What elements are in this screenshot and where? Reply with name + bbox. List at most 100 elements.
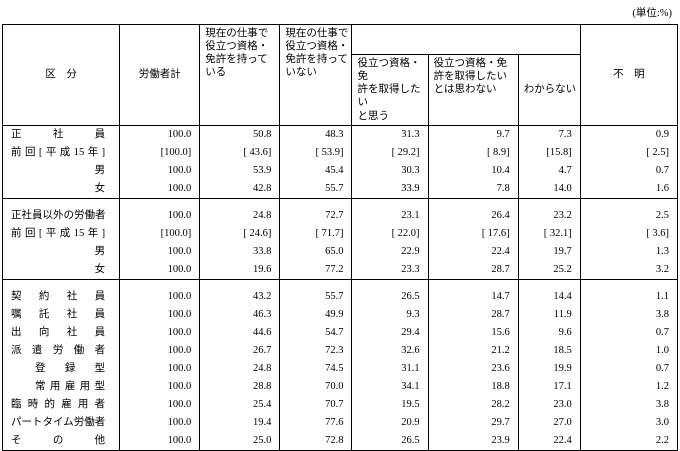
value-cell: 25.2 xyxy=(517,260,581,280)
table-row: 嘱託社員 100.0 46.3 49.9 9.3 28.7 11.9 3.8 xyxy=(1,305,679,324)
table-row: パートタイム労働者 100.0 19.4 77.6 20.9 29.7 27.0 3.0 xyxy=(1,413,679,432)
value-cell: 33.8 xyxy=(199,242,281,261)
value-cell: 19.4 xyxy=(199,413,281,432)
value-cell: 49.9 xyxy=(279,305,353,324)
value-cell: [ 2.5] xyxy=(579,143,679,162)
value-cell: 42.8 xyxy=(199,179,281,199)
value-cell: 14.0 xyxy=(517,179,581,199)
value-cell: 70.7 xyxy=(279,395,353,414)
value-cell: 50.8 xyxy=(199,125,281,144)
header-not-want-license: 役立つ資格・免 許を取得したい とは思わない xyxy=(427,54,519,126)
value-cell: 1.1 xyxy=(579,278,679,306)
value-cell: [ 43.6] xyxy=(199,143,281,162)
value-cell: 65.0 xyxy=(279,242,353,261)
value-cell: 74.5 xyxy=(279,359,353,378)
value-cell: 2.5 xyxy=(579,197,679,225)
value-cell: 23.2 xyxy=(517,197,581,225)
header-total-workers: 労働者計 xyxy=(119,24,201,126)
table-row: 臨時的雇用者 100.0 25.4 70.7 19.5 28.2 23.0 3.8 xyxy=(1,395,679,414)
value-cell: 23.3 xyxy=(351,260,429,280)
value-cell: 26.5 xyxy=(351,278,429,306)
value-cell: 24.8 xyxy=(199,197,281,225)
value-cell: 53.9 xyxy=(199,161,281,180)
value-cell: 100.0 xyxy=(119,197,201,225)
value-cell: 55.7 xyxy=(279,179,353,199)
value-cell: 72.7 xyxy=(279,197,353,225)
value-cell: 18.5 xyxy=(517,341,581,360)
table-row: 正社員以外の労働者 100.0 24.8 72.7 23.1 26.4 23.2 2.5 xyxy=(1,197,679,225)
value-cell: 14.7 xyxy=(427,278,519,306)
value-cell: 0.7 xyxy=(579,359,679,378)
value-cell: [ 17.6] xyxy=(427,224,519,243)
value-cell: 1.0 xyxy=(579,341,679,360)
header-row-2: 役立つ資格・免 許を取得したい と思う 役立つ資格・免 許を取得したい とは思わ… xyxy=(3,54,678,126)
value-cell: 25.0 xyxy=(199,431,281,451)
value-cell: 7.3 xyxy=(517,125,581,144)
value-cell: 48.3 xyxy=(279,125,353,144)
value-cell: 44.6 xyxy=(199,323,281,342)
row-label: 女 xyxy=(1,179,121,199)
row-label: 前回[平成15年] xyxy=(1,224,121,243)
value-cell: 33.9 xyxy=(351,179,429,199)
value-cell: 77.2 xyxy=(279,260,353,280)
value-cell: 72.8 xyxy=(279,431,353,451)
value-cell: 1.3 xyxy=(579,242,679,261)
value-cell: 100.0 xyxy=(119,161,201,180)
value-cell: 26.7 xyxy=(199,341,281,360)
header-category: 区 分 xyxy=(1,24,121,126)
value-cell: 22.4 xyxy=(517,431,581,451)
value-cell: 70.0 xyxy=(279,377,353,396)
value-cell: [ 29.2] xyxy=(351,143,429,162)
row-label: 嘱託社員 xyxy=(1,305,121,324)
value-cell: 28.7 xyxy=(427,260,519,280)
value-cell: [100.0] xyxy=(119,224,201,243)
table-group: 契約社員 100.0 43.2 55.7 26.5 14.7 14.4 1.1 嘱託社員 100.… xyxy=(1,278,679,451)
table-row: 派遣労働者 100.0 26.7 72.3 32.6 21.2 18.5 1.0 xyxy=(1,341,679,360)
table-row: 出向社員 100.0 44.6 54.7 29.4 15.6 9.6 0.7 xyxy=(1,323,679,342)
value-cell: 17.1 xyxy=(517,377,581,396)
row-label: 正社員以外の労働者 xyxy=(1,197,121,225)
value-cell: 0.7 xyxy=(579,323,679,342)
value-cell: 28.7 xyxy=(427,305,519,324)
value-cell: 31.3 xyxy=(351,125,429,144)
header-row-1: 区 分 労働者計 現在の仕事で 役立つ資格・ 免許を持って いる 現在の仕事で … xyxy=(1,24,679,126)
value-cell: 28.8 xyxy=(199,377,281,396)
row-label: 前回[平成15年] xyxy=(1,143,121,162)
value-cell: 31.1 xyxy=(351,359,429,378)
table-row: 前回[平成15年] [100.0][ 24.6][ 71.7][ 22.0][ 1… xyxy=(1,224,679,243)
value-cell: 55.7 xyxy=(279,278,353,306)
value-cell: 3.8 xyxy=(579,395,679,414)
value-cell: 2.2 xyxy=(579,431,679,451)
value-cell: 0.7 xyxy=(579,161,679,180)
value-cell: 10.4 xyxy=(427,161,519,180)
value-cell: 54.7 xyxy=(279,323,353,342)
value-cell: 19.6 xyxy=(199,260,281,280)
value-cell: 45.4 xyxy=(279,161,353,180)
table-row: 正社員 100.0 50.8 48.3 31.3 9.7 7.3 0.9 xyxy=(1,125,679,144)
value-cell: 15.6 xyxy=(427,323,519,342)
value-cell: 9.7 xyxy=(427,125,519,144)
header-dont-know: わからない xyxy=(517,54,581,126)
value-cell: 100.0 xyxy=(119,260,201,280)
value-cell: 28.2 xyxy=(427,395,519,414)
value-cell: 100.0 xyxy=(119,278,201,306)
value-cell: 3.2 xyxy=(579,260,679,280)
value-cell: 3.8 xyxy=(579,305,679,324)
value-cell: 1.2 xyxy=(579,377,679,396)
value-cell: 19.7 xyxy=(517,242,581,261)
row-label: 登録型 xyxy=(1,359,121,378)
value-cell: [ 71.7] xyxy=(279,224,353,243)
header-unknown: 不 明 xyxy=(579,24,679,126)
value-cell: 7.8 xyxy=(427,179,519,199)
value-cell: 1.6 xyxy=(579,179,679,199)
row-label: 正社員 xyxy=(1,125,121,144)
value-cell: 26.4 xyxy=(427,197,519,225)
value-cell: 100.0 xyxy=(119,242,201,261)
value-cell: 19.5 xyxy=(351,395,429,414)
value-cell: 0.9 xyxy=(579,125,679,144)
table-group: 正社員 100.0 50.8 48.3 31.3 9.7 7.3 0.9 前回[平成15年] [1… xyxy=(1,125,679,199)
table-row: 男 100.0 53.9 45.4 30.3 10.4 4.7 0.7 xyxy=(1,161,679,180)
value-cell: 25.4 xyxy=(199,395,281,414)
value-cell: 100.0 xyxy=(119,323,201,342)
